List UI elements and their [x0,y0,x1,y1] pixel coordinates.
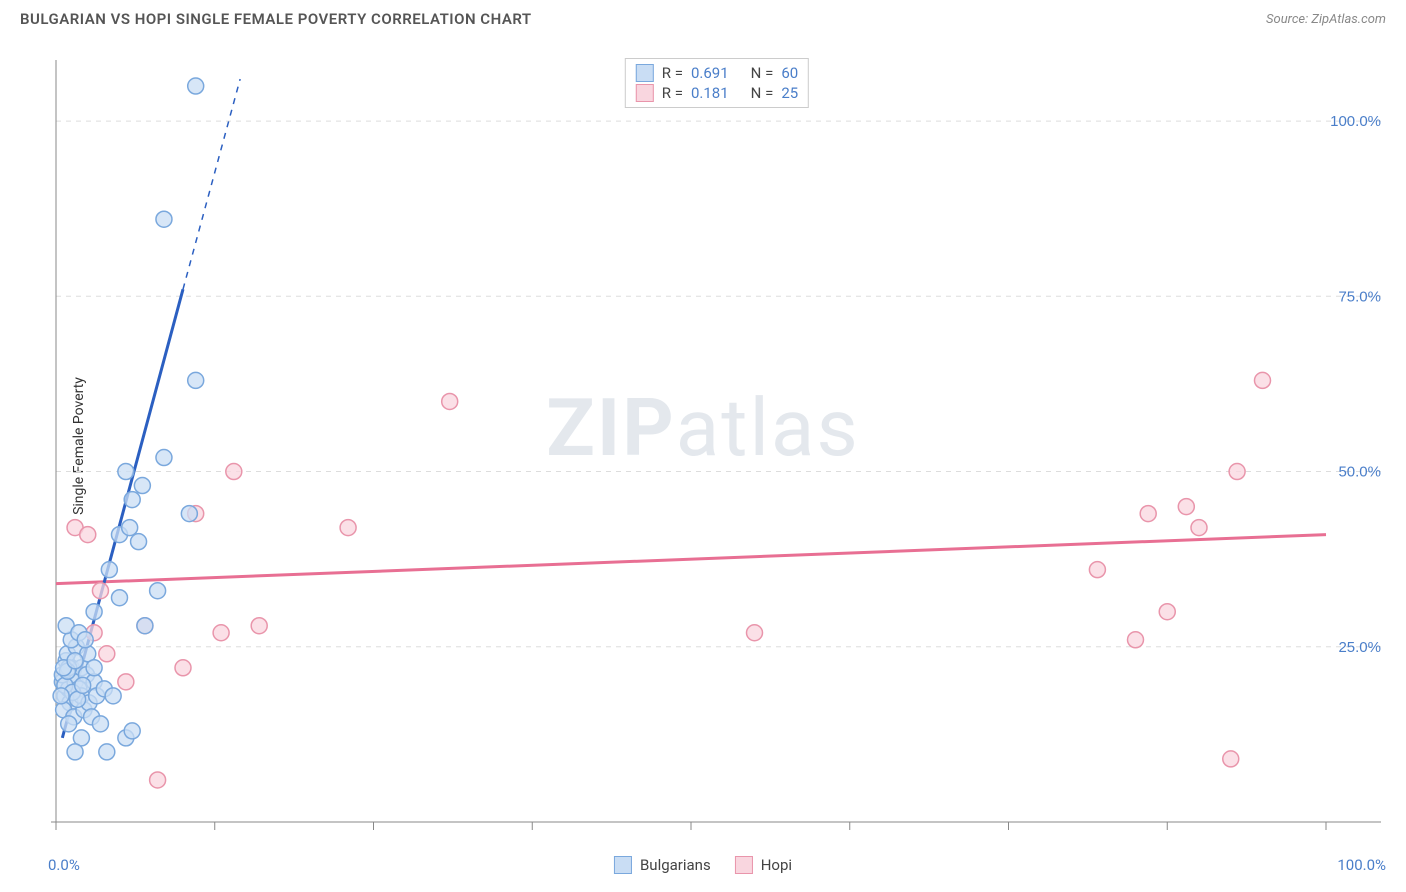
swatch-bulgarians-icon [636,64,654,82]
swatch-bulgarians-icon [614,856,632,874]
svg-text:75.0%: 75.0% [1338,288,1381,305]
r-label: R = [662,84,683,102]
svg-text:50.0%: 50.0% [1338,464,1381,481]
correlation-legend: R = 0.691 N = 60 R = 0.181 N = 25 [625,58,809,108]
r-label: R = [662,64,683,82]
swatch-hopi-icon [735,856,753,874]
series-legend: Bulgarians Hopi [614,856,792,874]
legend-item-hopi: Hopi [735,856,792,874]
svg-text:25.0%: 25.0% [1338,639,1381,656]
legend-item-bulgarians: Bulgarians [614,856,711,874]
x-axis-min-label: 0.0% [48,856,80,874]
chart-area: 25.0% 50.0% 75.0% 100.0% R = 0.691 N = 60 R… [48,55,1386,842]
r-value-hopi: 0.181 [691,84,729,102]
scatter-plot: 25.0% 50.0% 75.0% 100.0% [48,55,1386,842]
chart-source: Source: ZipAtlas.com [1266,12,1386,27]
n-value-bulgarians: 60 [781,64,798,82]
chart-title: BULGARIAN VS HOPI SINGLE FEMALE POVERTY … [20,10,532,28]
x-axis-max-label: 100.0% [1337,856,1386,874]
legend-row-hopi: R = 0.181 N = 25 [636,83,798,103]
n-value-hopi: 25 [781,84,798,102]
n-label: N = [751,64,774,82]
n-label: N = [751,84,774,102]
legend-label-bulgarians: Bulgarians [640,856,711,874]
legend-label-hopi: Hopi [761,856,792,874]
legend-row-bulgarians: R = 0.691 N = 60 [636,63,798,83]
r-value-bulgarians: 0.691 [691,64,729,82]
svg-text:100.0%: 100.0% [1330,113,1381,130]
swatch-hopi-icon [636,84,654,102]
chart-header: BULGARIAN VS HOPI SINGLE FEMALE POVERTY … [0,0,1406,33]
